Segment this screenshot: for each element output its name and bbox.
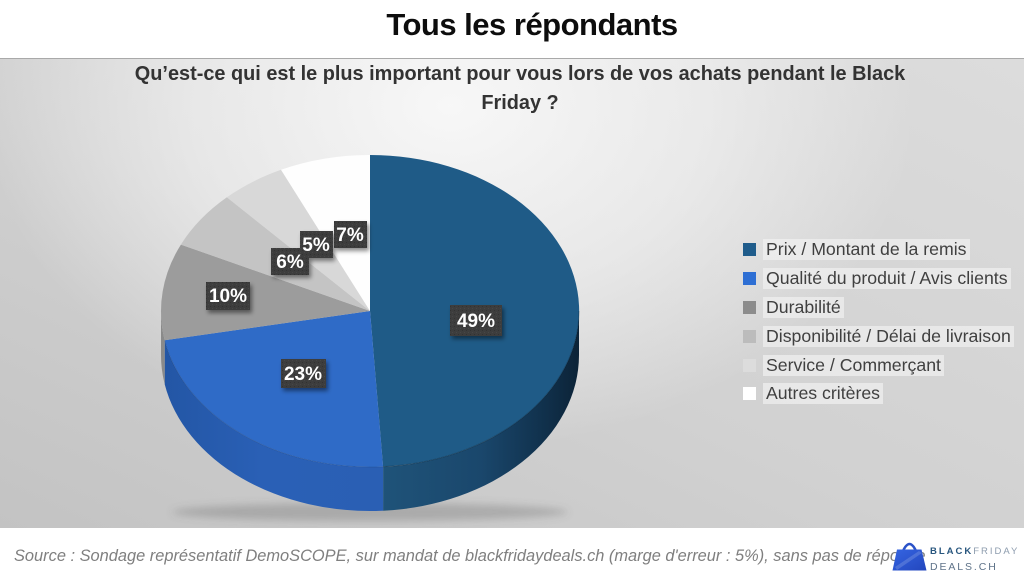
svg-text:49%: 49% <box>457 311 495 332</box>
svg-text:7%: 7% <box>336 225 364 246</box>
svg-text:6%: 6% <box>276 252 304 273</box>
svg-text:10%: 10% <box>209 286 247 307</box>
svg-text:23%: 23% <box>284 364 322 385</box>
svg-text:5%: 5% <box>302 235 330 256</box>
